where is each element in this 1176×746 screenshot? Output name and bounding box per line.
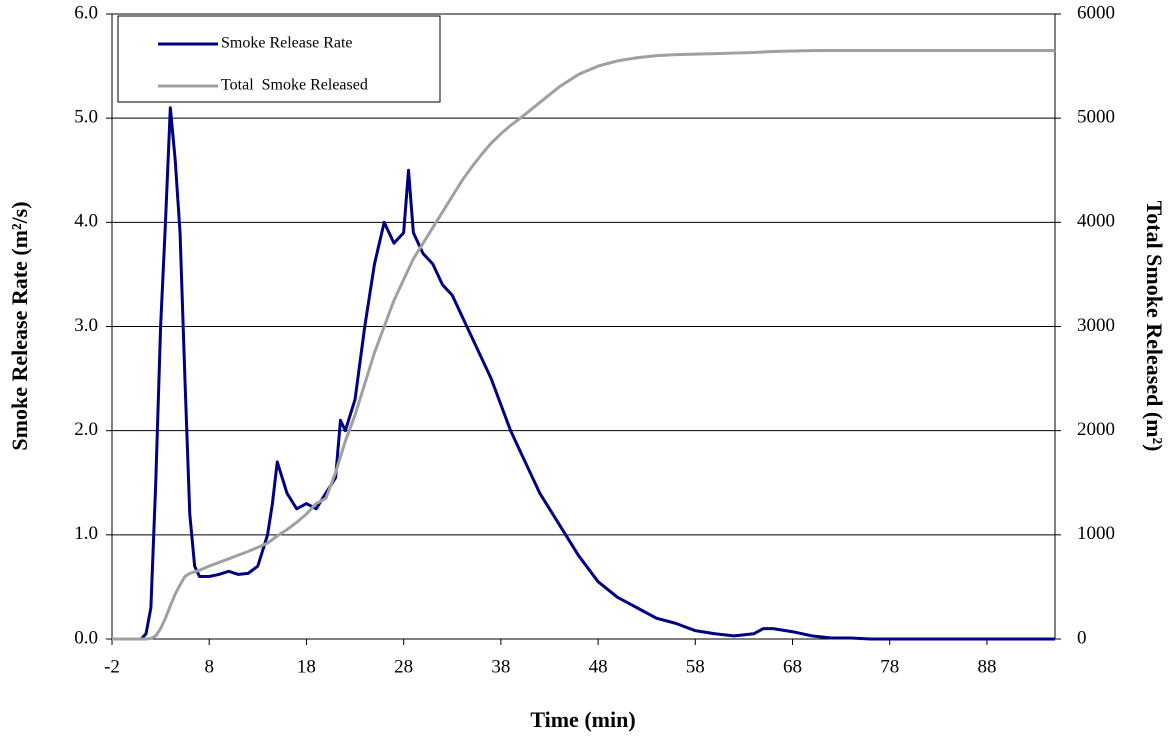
x-tick-label: 18 xyxy=(297,656,316,677)
series-line xyxy=(112,106,1055,641)
y2-tick-label: 3000 xyxy=(1077,315,1115,336)
y-tick-label: 3.0 xyxy=(74,315,98,336)
y-tick-label: 5.0 xyxy=(74,107,98,128)
y2-tick-label: 2000 xyxy=(1077,419,1115,440)
legend-label: Smoke Release Rate xyxy=(221,35,353,52)
y-tick-label: 1.0 xyxy=(74,523,98,544)
x-tick-label: -2 xyxy=(104,656,120,677)
y-axis-title: Smoke Release Rate (m²/s) xyxy=(7,201,32,450)
legend-label: Total Smoke Released xyxy=(221,77,368,94)
x-tick-label: 68 xyxy=(783,656,802,677)
y2-axis-title: Total Smoke Released (m²) xyxy=(1142,201,1167,452)
series-line xyxy=(112,48,1055,641)
legend-box xyxy=(117,15,441,103)
y2-tick-label: 5000 xyxy=(1077,107,1115,128)
x-tick-label: 78 xyxy=(880,656,899,677)
x-tick-label: 38 xyxy=(491,656,510,677)
y-tick-label: 6.0 xyxy=(74,2,98,23)
y-tick-label: 2.0 xyxy=(74,419,98,440)
y2-tick-label: 0 xyxy=(1077,627,1087,648)
y2-tick-label: 1000 xyxy=(1077,523,1115,544)
x-tick-label: 8 xyxy=(204,656,214,677)
y2-tick-label: 4000 xyxy=(1077,211,1115,232)
x-tick-label: 48 xyxy=(589,656,608,677)
y2-tick-label: 6000 xyxy=(1077,2,1115,23)
x-tick-label: 58 xyxy=(686,656,705,677)
x-axis-title: Time (min) xyxy=(530,707,635,732)
y-tick-label: 4.0 xyxy=(74,211,98,232)
x-tick-label: 28 xyxy=(394,656,413,677)
y-tick-label: 0.0 xyxy=(74,627,98,648)
plot-frame xyxy=(111,13,1056,640)
x-tick-label: 88 xyxy=(977,656,996,677)
